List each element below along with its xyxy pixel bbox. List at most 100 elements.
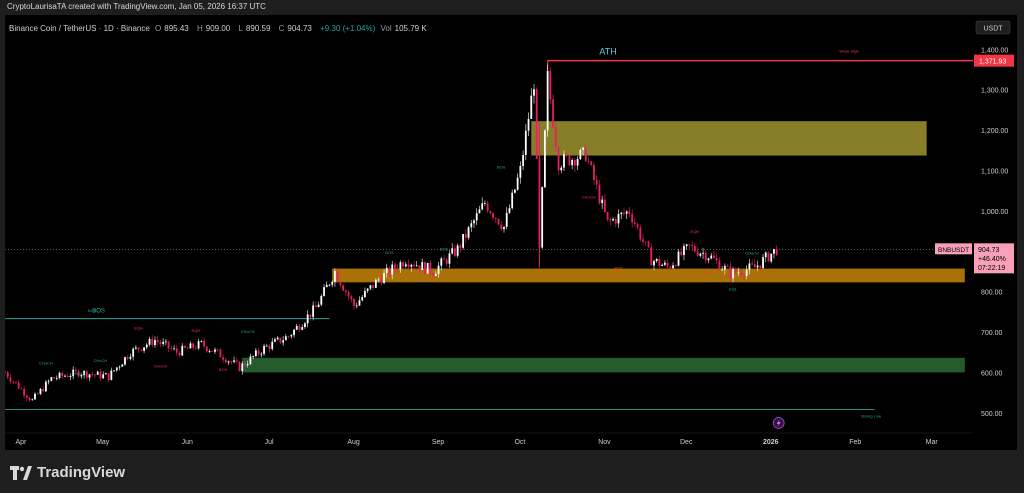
candle-body [418, 265, 421, 270]
candle [391, 260, 394, 280]
candle-body [715, 258, 718, 261]
candle [178, 351, 181, 358]
chart-frame[interactable]: BOS Strong Low ATH Weak High BOS CHoCH CHoCH C… [5, 15, 1017, 450]
candle-body [467, 227, 470, 238]
candle-body [162, 341, 165, 344]
candle-body [55, 377, 58, 379]
candle-body [612, 218, 614, 221]
candle-body [579, 149, 582, 160]
candle [647, 240, 650, 248]
candle-body [246, 364, 249, 366]
candle [691, 240, 694, 252]
candle [385, 263, 388, 278]
candle-body [369, 285, 372, 289]
candle-body [143, 347, 145, 351]
candle [284, 334, 287, 341]
candle-body [677, 251, 680, 266]
candle [233, 356, 235, 364]
candle-body [244, 363, 246, 366]
candlestick-chart[interactable]: BOS Strong Low ATH Weak High BOS CHoCH CHoCH C… [5, 15, 1017, 450]
candle-body [770, 253, 773, 262]
candle-body [688, 244, 691, 246]
candle [500, 221, 503, 232]
candle-body [685, 244, 688, 247]
candle-body [214, 349, 216, 352]
candle-body [238, 361, 241, 372]
candle [271, 337, 274, 351]
candle [121, 363, 124, 367]
candle-body [328, 284, 331, 286]
candle-body [159, 341, 162, 344]
candle [6, 370, 9, 380]
zone-demand-green [242, 357, 965, 373]
candle [707, 257, 710, 263]
candle-body [287, 336, 290, 338]
candle [173, 345, 175, 351]
candle-body [606, 211, 609, 220]
symbol-name[interactable]: Binance Coin / TetherUS · 1D · Binance [9, 24, 150, 33]
candle-body [164, 341, 167, 343]
candle-body [317, 304, 320, 308]
candle-body [494, 217, 497, 219]
candle-body [426, 262, 429, 274]
candle-body [647, 241, 650, 248]
candle [557, 145, 560, 175]
candle [366, 288, 369, 294]
candle [113, 370, 115, 372]
candle [475, 208, 478, 225]
candle [148, 336, 151, 347]
candle-body [263, 345, 265, 354]
candle [320, 294, 323, 307]
candle [633, 217, 636, 227]
tradingview-logo[interactable]: TradingView [10, 464, 125, 481]
symbol-legend[interactable]: Binance Coin / TetherUS · 1D · Binance O… [9, 24, 433, 33]
candle-body [593, 164, 595, 180]
candle-body [282, 340, 285, 343]
candle [663, 260, 666, 267]
candle-body [674, 265, 677, 267]
candle [137, 347, 140, 353]
candle [298, 323, 301, 332]
candle-body [325, 284, 328, 288]
candle [314, 301, 317, 308]
low-label: L [238, 24, 243, 33]
candle-body [148, 338, 151, 345]
candle-body [407, 264, 410, 267]
candle-body [72, 369, 75, 377]
x-tick-label: Feb [849, 439, 861, 446]
candle-body [219, 349, 222, 358]
candle [39, 387, 42, 396]
candle-body [410, 264, 413, 267]
candle [241, 361, 244, 375]
candle [47, 379, 50, 385]
candle [219, 348, 222, 358]
candle [72, 366, 75, 380]
candle [5, 370, 6, 374]
candle-body [151, 338, 154, 346]
candle-body [96, 371, 99, 375]
candle-body [590, 161, 593, 165]
candle-body [205, 346, 208, 352]
candle-body [478, 209, 481, 214]
candle [53, 376, 55, 379]
candle-body [268, 345, 271, 349]
candle-body [9, 377, 12, 382]
candle-body [503, 226, 505, 230]
zones-layer [242, 121, 965, 373]
candle [167, 341, 170, 353]
candle [312, 301, 315, 321]
candle-body [680, 251, 683, 256]
candle [358, 296, 361, 307]
candle [573, 158, 576, 172]
volume-label: Vol [380, 24, 392, 33]
candle [603, 194, 606, 214]
candle-body [644, 241, 647, 243]
candle-body [61, 372, 64, 377]
candle [235, 357, 238, 364]
annotation-label: BOS [88, 308, 97, 313]
candle [396, 264, 399, 273]
candle-body [459, 245, 462, 248]
candle-body [358, 300, 361, 306]
candle [304, 321, 306, 329]
candle-body [224, 359, 227, 363]
